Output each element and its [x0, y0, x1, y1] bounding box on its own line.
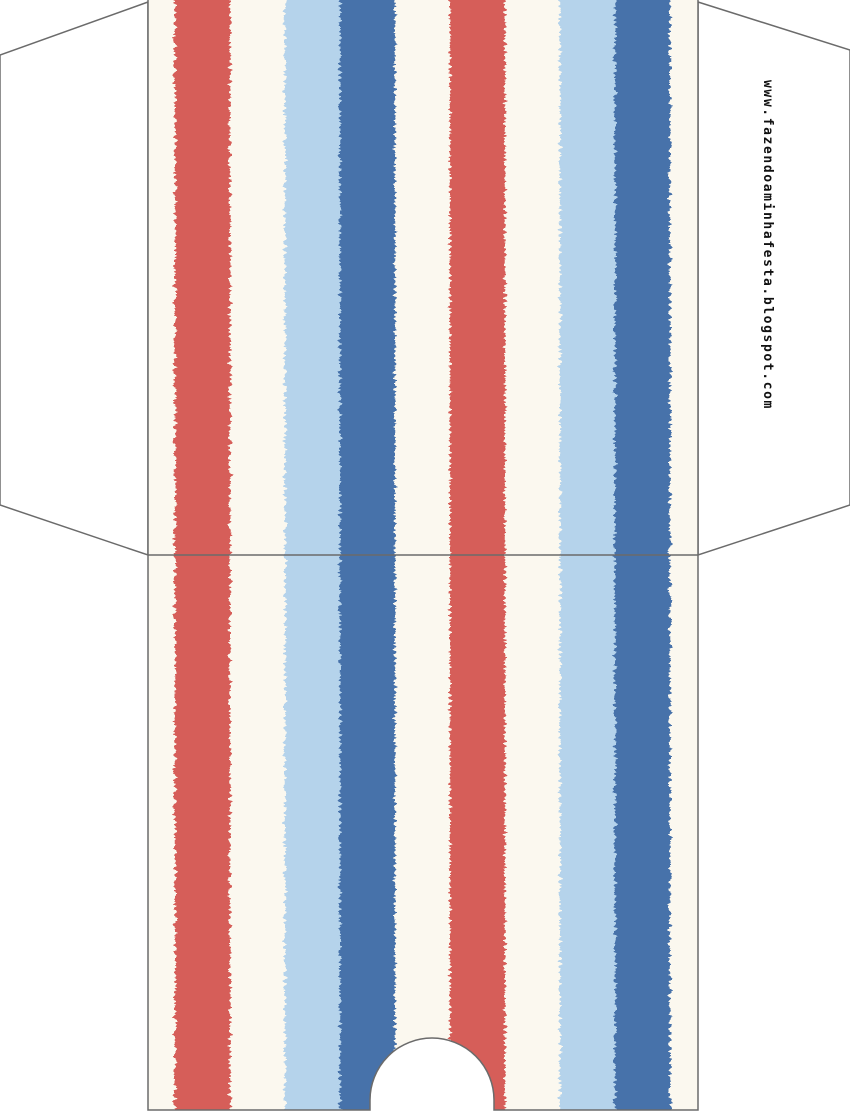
stripe-light-blue: [285, 0, 340, 1110]
stripe-light-blue: [560, 0, 615, 1110]
panel-outline: [147, 0, 699, 1111]
stripe-dark-blue: [615, 0, 670, 1110]
stripe-red: [175, 0, 230, 1110]
stripe-dark-blue: [340, 0, 395, 1110]
blog-watermark: www.fazendoaminhafesta.blogspot.com: [760, 80, 775, 410]
left-flap: [0, 0, 149, 557]
stripe-red: [450, 0, 505, 1110]
